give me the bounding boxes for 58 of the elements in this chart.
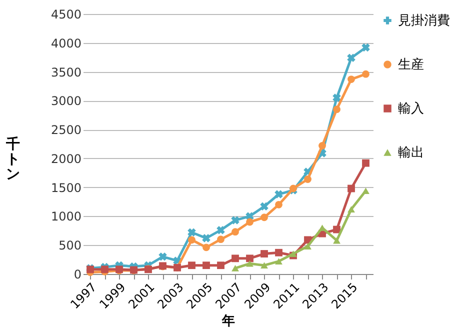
- y-tick-label: 4500: [50, 8, 82, 22]
- point: [188, 236, 196, 244]
- y-tick-label: 1500: [50, 180, 82, 195]
- x-axis-title: 年: [221, 314, 235, 329]
- point: [231, 216, 240, 224]
- point: [304, 243, 312, 250]
- point: [362, 70, 370, 78]
- point: [246, 260, 254, 267]
- point: [275, 248, 282, 256]
- point: [232, 228, 239, 236]
- y-tick-label: 3500: [50, 65, 82, 80]
- point: [216, 226, 225, 234]
- point: [362, 43, 370, 52]
- point: [232, 265, 239, 272]
- legend-label: 生産: [398, 56, 424, 72]
- point: [333, 106, 340, 114]
- point: [260, 250, 268, 258]
- y-tick-label: 1000: [50, 210, 82, 224]
- y-tick-label: 3000: [50, 94, 82, 108]
- y-tick-label: 500: [58, 238, 82, 253]
- y-tick-label: 2500: [50, 123, 82, 138]
- point: [333, 237, 340, 244]
- point: [362, 159, 370, 167]
- point: [202, 262, 210, 270]
- legend-label: 輸入: [398, 102, 424, 116]
- point: [260, 202, 268, 211]
- point: [275, 200, 282, 208]
- point: [260, 262, 268, 269]
- point: [232, 254, 239, 262]
- y-tick-label: 2000: [50, 152, 82, 166]
- point: [275, 258, 282, 264]
- point: [246, 218, 254, 226]
- point: [217, 236, 224, 244]
- point: [333, 226, 340, 234]
- y-tick-label: 0: [74, 268, 82, 282]
- point: [304, 176, 312, 183]
- point: [332, 94, 341, 102]
- legend-label: 輸出: [398, 146, 424, 160]
- point: [188, 262, 196, 270]
- point: [348, 76, 355, 83]
- y-axis-title: 千トン: [4, 136, 20, 182]
- legend-label: 見掛消費: [398, 14, 450, 28]
- point: [101, 266, 108, 274]
- point: [348, 184, 355, 192]
- point: [290, 250, 297, 257]
- point: [347, 54, 356, 62]
- point: [188, 228, 196, 237]
- y-tick-label: 4000: [50, 36, 82, 50]
- point: [202, 234, 210, 242]
- point: [274, 190, 283, 198]
- point: [362, 188, 370, 194]
- point: [318, 142, 326, 150]
- point: [348, 206, 355, 212]
- point: [260, 214, 268, 222]
- point: [202, 244, 210, 252]
- point: [217, 262, 224, 270]
- point: [158, 252, 167, 261]
- point: [246, 254, 254, 262]
